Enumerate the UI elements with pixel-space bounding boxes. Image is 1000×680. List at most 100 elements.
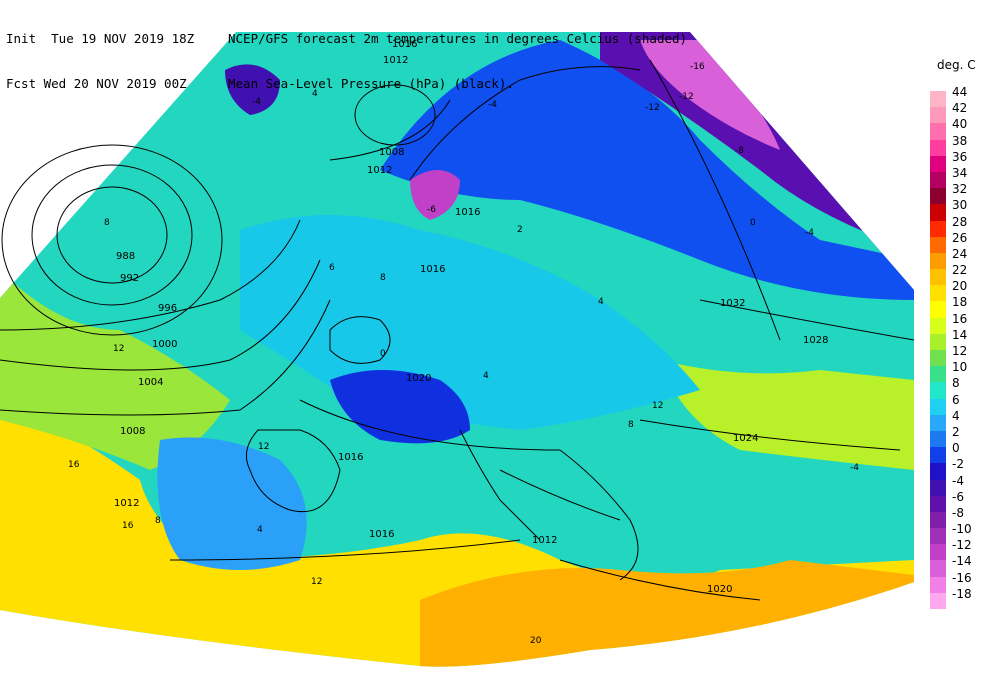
isobar-labels: 1016 1012 1008 1012 988 992 996 1000 100… <box>114 39 828 595</box>
temperature-label: -4 <box>488 100 497 110</box>
title-line-2: Mean Sea-Level Pressure (hPa) (black). <box>228 76 514 91</box>
isobar-label: 1020 <box>406 373 431 384</box>
legend-label: -16 <box>952 570 972 585</box>
legend-label: 8 <box>952 376 960 391</box>
blue-iceland-zone <box>225 64 280 115</box>
temperature-label: 6 <box>329 263 335 273</box>
blue-scandinavia-zone <box>380 40 914 300</box>
legend-swatch <box>930 123 946 140</box>
legend-swatch <box>930 236 946 253</box>
legend-label: 30 <box>952 198 968 213</box>
isobar-label: 1012 <box>532 535 557 546</box>
legend-label: 42 <box>952 101 968 116</box>
legend-item: -12 <box>930 538 990 561</box>
legend-item: 12 <box>930 344 990 367</box>
legend-label: -2 <box>952 457 964 472</box>
temperature-label: 12 <box>113 344 124 354</box>
legend-label: 22 <box>952 263 968 278</box>
legend-swatch <box>930 479 946 496</box>
legend-label: 32 <box>952 182 968 197</box>
legend-swatch <box>930 204 946 221</box>
legend-item: 8 <box>930 376 990 399</box>
legend-swatch <box>930 269 946 286</box>
hot-southeast-zone <box>420 560 914 667</box>
legend-label: -18 <box>952 586 972 601</box>
temperature-label: 8 <box>628 420 634 430</box>
legend-item: 28 <box>930 215 990 237</box>
legend-item: 38 <box>930 134 990 156</box>
legend-item: 26 <box>930 231 990 253</box>
legend-item: 40 <box>930 117 990 140</box>
legend-label: 40 <box>952 117 968 132</box>
legend-item: 22 <box>930 263 990 286</box>
legend-item: -10 <box>930 522 990 545</box>
green-east-zone <box>660 360 914 470</box>
legend-swatch <box>930 576 946 593</box>
legend-label: 38 <box>952 133 968 148</box>
temperature-label: 20 <box>530 636 542 646</box>
isobar-label: 1012 <box>383 55 408 66</box>
temperature-label: 0 <box>380 349 386 359</box>
legend-swatch <box>930 414 946 431</box>
legend-label: 6 <box>952 392 960 407</box>
legend-swatch <box>930 155 946 172</box>
isobar-label: 1008 <box>379 147 404 158</box>
legend-label: 16 <box>952 311 968 326</box>
legend-label: 44 <box>952 85 968 99</box>
temperature-label: 4 <box>598 297 604 307</box>
temperature-label: 8 <box>155 516 161 526</box>
legend-label: 4 <box>952 408 960 423</box>
magenta-norway-zone <box>410 170 460 220</box>
fcst-label: Fcst Wed 20 NOV 2019 00Z <box>6 76 187 91</box>
legend-label: 2 <box>952 424 960 439</box>
legend-swatch <box>930 382 946 399</box>
isobar-label: 1020 <box>707 584 732 595</box>
temperature-label: -12 <box>679 92 694 102</box>
legend-swatch <box>930 107 946 124</box>
legend-item: -16 <box>930 571 990 593</box>
temperature-label: 4 <box>312 89 318 99</box>
temperature-label: 12 <box>652 401 663 411</box>
legend-item: 2 <box>930 425 990 448</box>
legend-label: 26 <box>952 230 968 245</box>
legend-label: 18 <box>952 295 968 310</box>
isobar-label: 1028 <box>803 335 828 346</box>
temperature-labels: -16 -12 -12 -8 -4 -4 -6 -4 -4 0 0 2 4 4 … <box>68 62 859 646</box>
temperature-label: -4 <box>252 97 261 107</box>
legend-swatch <box>930 430 946 448</box>
legend-label: -14 <box>952 554 972 569</box>
legend-swatch <box>930 188 946 205</box>
legend-label: 14 <box>952 327 968 342</box>
legend-swatch <box>930 350 946 367</box>
coastlines <box>245 66 641 581</box>
temperature-label: 0 <box>750 218 756 228</box>
temperature-label: 12 <box>311 577 322 587</box>
legend-label: -6 <box>952 489 964 504</box>
legend-swatch <box>930 252 946 270</box>
legend-label: 12 <box>952 344 968 358</box>
legend-label: 10 <box>952 360 968 375</box>
legend-item: -2 <box>930 457 990 480</box>
legend-label: 24 <box>952 246 968 261</box>
legend-item: 4 <box>930 409 990 431</box>
legend-swatch <box>930 285 946 302</box>
isobar-label: 1008 <box>120 426 145 437</box>
isobar-label: 992 <box>120 273 139 284</box>
temperature-label: -16 <box>690 62 705 72</box>
blue-iberia-zone <box>157 437 307 570</box>
legend-swatch <box>930 398 946 415</box>
temperature-label: 2 <box>517 225 523 235</box>
legend-item: 10 <box>930 360 990 383</box>
isobar-label: 1012 <box>367 165 392 176</box>
legend-item: -14 <box>930 554 990 577</box>
legend-item: 20 <box>930 279 990 302</box>
legend-swatch <box>930 528 946 545</box>
temperature-label: 8 <box>104 218 110 228</box>
legend-label: 36 <box>952 149 968 164</box>
isobar-label: 1012 <box>114 498 139 509</box>
temperature-label: -6 <box>427 205 436 215</box>
legend-item: 6 <box>930 393 990 415</box>
isobar-label: 996 <box>158 303 177 314</box>
legend-label: -4 <box>952 473 964 488</box>
title-line-1: NCEP/GFS forecast 2m temperatures in deg… <box>228 31 688 46</box>
